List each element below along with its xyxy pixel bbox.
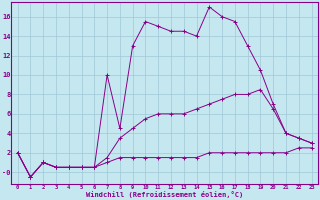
X-axis label: Windchill (Refroidissement éolien,°C): Windchill (Refroidissement éolien,°C)	[86, 191, 243, 198]
